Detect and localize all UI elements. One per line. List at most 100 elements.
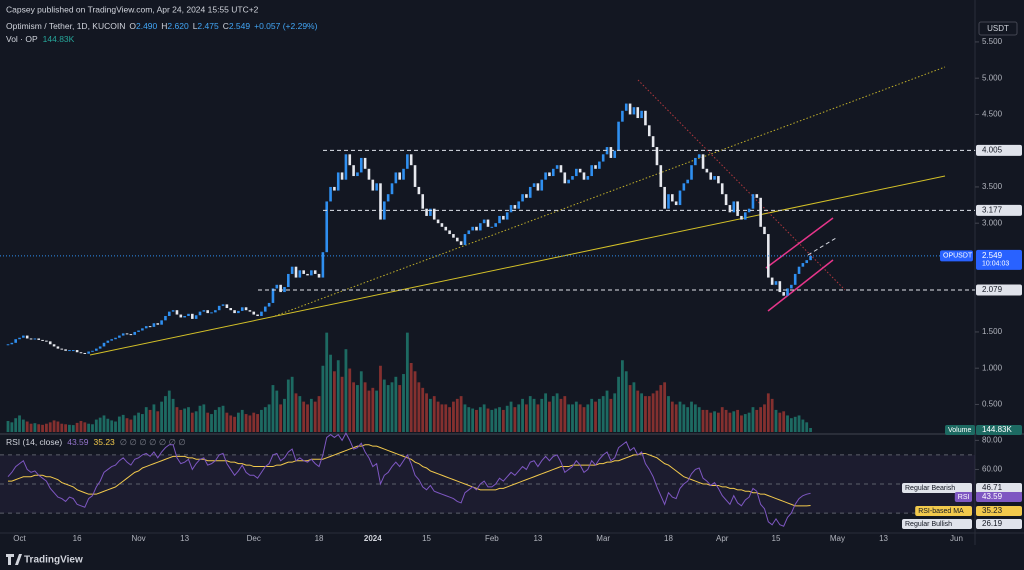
candle	[214, 310, 217, 313]
volume-bar	[52, 420, 56, 432]
volume-bar	[133, 415, 137, 432]
brand-logo[interactable]: TradingView	[6, 554, 83, 566]
volume-bar	[29, 423, 33, 432]
volume-bar	[202, 404, 206, 432]
candle	[686, 179, 689, 184]
candle	[636, 107, 640, 119]
volume-bar	[766, 393, 770, 432]
volume-bar	[647, 396, 651, 432]
volume-bar	[601, 396, 605, 432]
candle	[225, 304, 229, 309]
volume-bar	[724, 409, 728, 432]
volume-bar	[624, 371, 628, 432]
candle	[655, 147, 659, 166]
candle	[559, 165, 563, 173]
candle	[183, 315, 186, 318]
volume-bar	[160, 401, 163, 432]
candle	[444, 226, 448, 231]
volume-bar	[574, 401, 578, 432]
volume-axis-name: Volume	[948, 427, 971, 434]
candle	[763, 226, 766, 235]
brand-name[interactable]: TradingView	[24, 555, 83, 566]
volume-legend: Vol · OP 144.83K	[6, 34, 75, 44]
volume-bar	[79, 420, 83, 432]
candle	[375, 183, 378, 191]
candle	[697, 154, 701, 158]
volume-bar	[563, 396, 567, 432]
volume-bar	[789, 418, 793, 432]
volume-bar	[252, 412, 256, 432]
currency-box[interactable]	[978, 21, 1018, 36]
candle	[440, 223, 444, 227]
y-tick-label: 0.500	[982, 400, 1003, 409]
level-label-box	[976, 144, 1022, 156]
volume-bar	[609, 398, 613, 432]
candle	[567, 179, 570, 184]
volume-bar	[275, 390, 279, 432]
indicator-name: RSI-based MA	[918, 508, 964, 515]
volume-bar	[682, 404, 686, 432]
volume-bar	[229, 415, 233, 432]
volume-bar	[567, 404, 571, 432]
candle	[141, 328, 144, 331]
candle	[64, 349, 67, 351]
candle	[409, 154, 413, 166]
candle	[152, 323, 156, 327]
candle	[37, 338, 41, 340]
candle	[709, 172, 713, 180]
candle	[240, 307, 244, 311]
volume-value-box	[976, 425, 1022, 435]
candle	[340, 172, 344, 180]
volume-bar	[432, 396, 436, 432]
volume-bar	[18, 415, 21, 432]
volume-axis-value: 144.83K	[982, 425, 1012, 434]
candle	[52, 344, 56, 347]
volume-bar	[248, 415, 252, 432]
volume-bar	[544, 393, 547, 432]
candle	[121, 333, 125, 336]
candle	[486, 219, 490, 227]
candle	[60, 348, 64, 350]
volume-bar	[586, 404, 590, 432]
volume-bar	[45, 423, 48, 432]
channel-line	[767, 259, 834, 312]
indicator-name-box	[902, 519, 972, 529]
candle	[175, 310, 179, 315]
candle	[379, 183, 382, 220]
volume-bar	[644, 396, 647, 432]
volume-bar	[736, 409, 739, 432]
volume-bar	[125, 418, 129, 432]
x-tick-label: Apr	[716, 534, 729, 543]
candle	[260, 311, 263, 316]
candle	[383, 201, 386, 220]
volume-bar	[394, 376, 398, 432]
candle	[555, 165, 559, 169]
candle	[678, 190, 682, 206]
volume-bar	[444, 404, 448, 432]
x-tick-label: 2024	[364, 534, 382, 543]
candle	[740, 215, 743, 220]
candle	[790, 284, 793, 289]
volume-bar	[448, 407, 451, 432]
currency[interactable]: USDT	[987, 24, 1009, 33]
candle	[617, 121, 620, 151]
candle	[294, 266, 298, 278]
logo-icon[interactable]	[6, 554, 22, 565]
candle	[525, 194, 528, 198]
volume-bar	[713, 411, 716, 432]
candle	[194, 315, 198, 319]
candle	[671, 194, 674, 202]
candle	[191, 313, 194, 319]
volume-bar	[505, 405, 509, 432]
candle	[578, 168, 582, 173]
volume-bar	[409, 363, 413, 432]
candle	[494, 223, 497, 227]
volume-bar	[210, 414, 213, 432]
volume-bar	[617, 376, 620, 432]
volume-bar	[478, 407, 482, 432]
volume-bar	[540, 398, 544, 432]
candle	[267, 302, 271, 307]
candle	[298, 270, 302, 278]
candle	[624, 103, 628, 111]
volume-bar	[621, 360, 624, 432]
